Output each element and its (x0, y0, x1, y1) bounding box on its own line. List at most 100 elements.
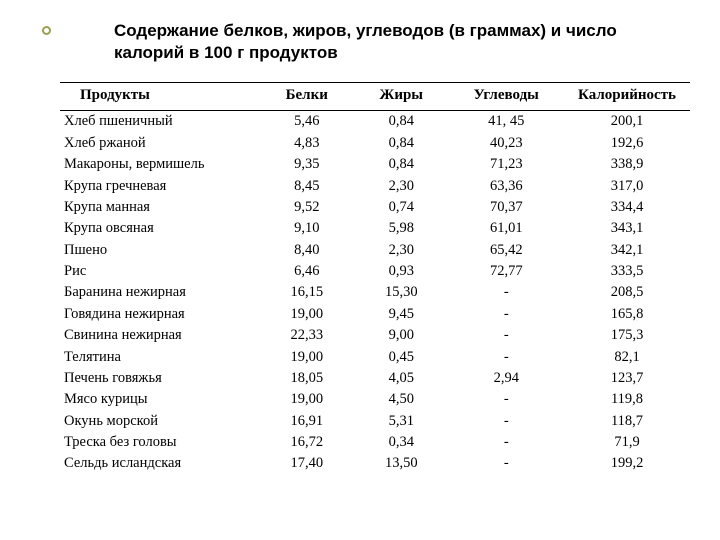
table-cell: 8,45 (260, 175, 355, 196)
table-cell: - (449, 432, 565, 453)
table-cell: 41, 45 (449, 111, 565, 133)
table-cell: Макароны, вермишель (60, 154, 260, 175)
table-cell: 208,5 (564, 282, 690, 303)
table-cell: 9,35 (260, 154, 355, 175)
table-cell: 343,1 (564, 218, 690, 239)
table-cell: 119,8 (564, 389, 690, 410)
table-cell: 9,10 (260, 218, 355, 239)
table-row: Мясо курицы19,004,50-119,8 (60, 389, 690, 410)
table-body: Хлеб пшеничный5,460,8441, 45200,1Хлеб рж… (60, 111, 690, 475)
table-row: Говядина нежирная19,009,45-165,8 (60, 304, 690, 325)
table-cell: 71,23 (449, 154, 565, 175)
table-cell: Баранина нежирная (60, 282, 260, 303)
table-cell: 19,00 (260, 389, 355, 410)
table-cell: 2,30 (354, 175, 449, 196)
table-cell: Телятина (60, 346, 260, 367)
table-cell: Крупа манная (60, 197, 260, 218)
table-row: Хлеб ржаной4,830,8440,23192,6 (60, 133, 690, 154)
table-cell: - (449, 346, 565, 367)
table-cell: 16,15 (260, 282, 355, 303)
table-row: Баранина нежирная16,1515,30-208,5 (60, 282, 690, 303)
table-cell: 40,23 (449, 133, 565, 154)
table-cell: 18,05 (260, 368, 355, 389)
table-cell: 0,93 (354, 261, 449, 282)
table-cell: Окунь морской (60, 410, 260, 431)
table-cell: - (449, 282, 565, 303)
table-cell: - (449, 304, 565, 325)
table-cell: 342,1 (564, 239, 690, 260)
table-row: Печень говяжья18,054,052,94123,7 (60, 368, 690, 389)
table-cell: Сельдь исландская (60, 453, 260, 474)
table-cell: Хлеб ржаной (60, 133, 260, 154)
table-cell: Хлеб пшеничный (60, 111, 260, 133)
table-cell: 118,7 (564, 410, 690, 431)
table-cell: - (449, 410, 565, 431)
table-cell: 70,37 (449, 197, 565, 218)
table-cell: 9,52 (260, 197, 355, 218)
table-cell: 200,1 (564, 111, 690, 133)
table-row: Крупа гречневая8,452,3063,36317,0 (60, 175, 690, 196)
table-cell: 165,8 (564, 304, 690, 325)
table-cell: Говядина нежирная (60, 304, 260, 325)
table-cell: Пшено (60, 239, 260, 260)
table-cell: 9,45 (354, 304, 449, 325)
table-cell: 5,98 (354, 218, 449, 239)
table-cell: 72,77 (449, 261, 565, 282)
header-carb: Углеводы (449, 83, 565, 111)
table-cell: 22,33 (260, 325, 355, 346)
header-cal: Калорийность (564, 83, 690, 111)
table-cell: 0,84 (354, 133, 449, 154)
table-cell: 333,5 (564, 261, 690, 282)
table-cell: 17,40 (260, 453, 355, 474)
table-cell: 15,30 (354, 282, 449, 303)
table-header-row: Продукты Белки Жиры Углеводы Калорийност… (60, 83, 690, 111)
table-cell: 16,91 (260, 410, 355, 431)
table-cell: 61,01 (449, 218, 565, 239)
table-row: Сельдь исландская17,4013,50-199,2 (60, 453, 690, 474)
table-cell: 0,45 (354, 346, 449, 367)
table-cell: 0,84 (354, 111, 449, 133)
header-fat: Жиры (354, 83, 449, 111)
bullet-marker (42, 26, 51, 35)
table-cell: 317,0 (564, 175, 690, 196)
header-protein: Белки (260, 83, 355, 111)
table-cell: 175,3 (564, 325, 690, 346)
nutrition-table: Продукты Белки Жиры Углеводы Калорийност… (60, 82, 690, 474)
table-cell: Печень говяжья (60, 368, 260, 389)
table-cell: 5,46 (260, 111, 355, 133)
table-cell: 65,42 (449, 239, 565, 260)
table-cell: 16,72 (260, 432, 355, 453)
table-cell: 4,50 (354, 389, 449, 410)
table-cell: 13,50 (354, 453, 449, 474)
table-row: Окунь морской16,915,31-118,7 (60, 410, 690, 431)
table-cell: 192,6 (564, 133, 690, 154)
table-cell: - (449, 325, 565, 346)
table-row: Свинина нежирная22,339,00-175,3 (60, 325, 690, 346)
table-row: Хлеб пшеничный5,460,8441, 45200,1 (60, 111, 690, 133)
table-row: Крупа овсяная9,105,9861,01343,1 (60, 218, 690, 239)
table-cell: 0,34 (354, 432, 449, 453)
table-cell: 2,94 (449, 368, 565, 389)
table-cell: 63,36 (449, 175, 565, 196)
table-cell: 338,9 (564, 154, 690, 175)
table-cell: Крупа овсяная (60, 218, 260, 239)
table-cell: 4,83 (260, 133, 355, 154)
table-cell: 199,2 (564, 453, 690, 474)
table-row: Рис6,460,9372,77333,5 (60, 261, 690, 282)
slide-title: Содержание белков, жиров, углеводов (в г… (114, 20, 690, 64)
table-cell: 71,9 (564, 432, 690, 453)
table-cell: 0,84 (354, 154, 449, 175)
table-row: Пшено8,402,3065,42342,1 (60, 239, 690, 260)
table-cell: 5,31 (354, 410, 449, 431)
table-cell: 0,74 (354, 197, 449, 218)
table-row: Телятина19,000,45-82,1 (60, 346, 690, 367)
table-row: Крупа манная9,520,7470,37334,4 (60, 197, 690, 218)
table-cell: Треска без головы (60, 432, 260, 453)
table-cell: 19,00 (260, 346, 355, 367)
table-cell: Рис (60, 261, 260, 282)
table-cell: 9,00 (354, 325, 449, 346)
table-cell: 82,1 (564, 346, 690, 367)
table-cell: - (449, 453, 565, 474)
table-cell: 334,4 (564, 197, 690, 218)
table-cell: 6,46 (260, 261, 355, 282)
